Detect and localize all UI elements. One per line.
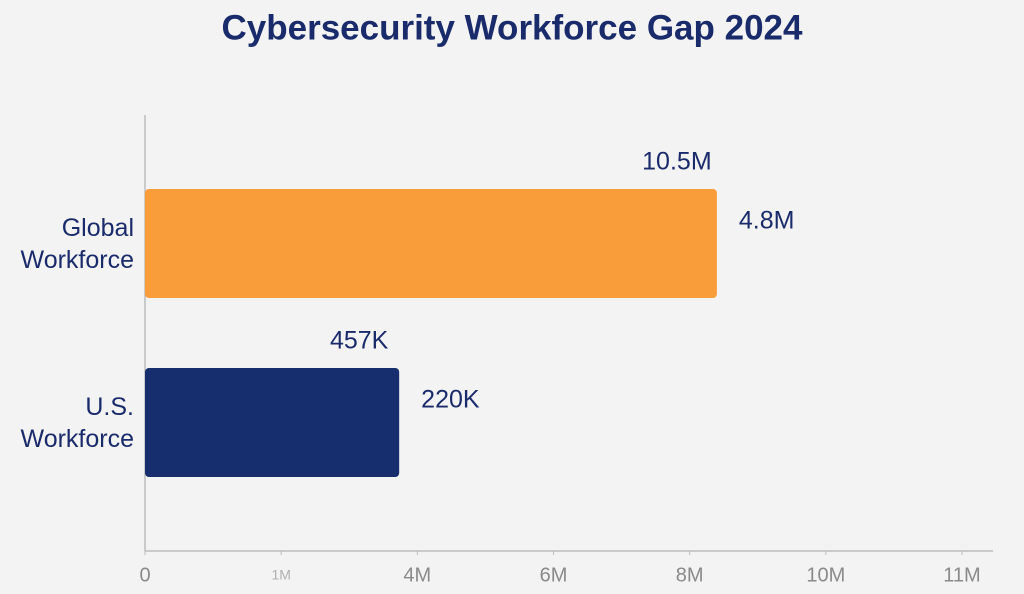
bar-annotation: 10.5M [642,148,711,176]
x-tick-label: 1M [271,567,290,583]
category-label: Global Workforce [20,213,134,274]
x-tick-label: 6M [540,564,568,586]
chart-title: Cybersecurity Workforce Gap 2024 [221,8,803,47]
bar [145,189,717,298]
x-tick-label: 4M [403,564,431,586]
x-tick-label: 10M [806,564,845,586]
bar-annotation: 457K [330,327,389,355]
bar [145,368,400,477]
category-label: U.S. Workforce [20,392,134,453]
x-tick-label: 8M [676,564,704,586]
bar-annotation: 220K [421,386,480,414]
x-tick-label: 11M [943,564,980,586]
x-tick-label: 0 [139,564,150,586]
bar-annotation: 4.8M [739,207,795,235]
